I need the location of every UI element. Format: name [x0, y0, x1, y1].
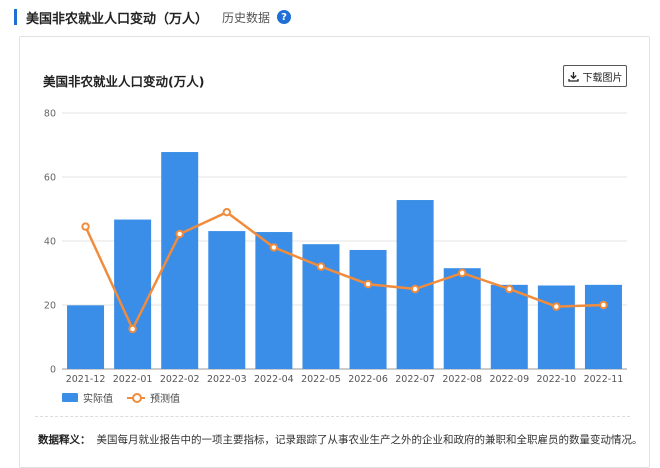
chart-plot: 0 20 40 60 80 2021-12 2022-01 2022-02 2022-03 202…: [44, 109, 627, 385]
help-icon[interactable]: ?: [277, 10, 292, 24]
forecast-point[interactable]: [599, 300, 608, 310]
bar-actual[interactable]: [67, 305, 105, 369]
x-tick-label: 2022-04: [254, 374, 294, 385]
definition-text: 美国每月就业报告中的一项主要指标，记录跟踪了从事农业生产之外的企业和政府的兼职和…: [96, 434, 643, 446]
bar-actual[interactable]: [255, 232, 293, 369]
legend-swatch-actual: [62, 393, 78, 402]
bar-actual[interactable]: [490, 284, 528, 369]
bar-actual[interactable]: [208, 231, 246, 369]
x-tick-label: 2022-02: [160, 374, 200, 385]
legend-item-actual[interactable]: 实际值: [62, 390, 113, 405]
bar-actual[interactable]: [443, 268, 481, 369]
legend-label-actual: 实际值: [83, 394, 113, 405]
section-title: 美国非农就业人口变动（万人）: [26, 11, 209, 27]
forecast-point[interactable]: [316, 262, 326, 271]
download-icon: [567, 71, 579, 82]
y-tick-label: 0: [50, 365, 56, 376]
x-tick-label: 2022-11: [584, 374, 624, 385]
forecast-point[interactable]: [175, 229, 184, 239]
legend-swatch-forecast: [127, 393, 145, 403]
section-header: 美国非农就业人口变动（万人） 历史数据 ?: [14, 6, 292, 28]
forecast-point[interactable]: [458, 268, 467, 278]
x-tick-label: 2022-09: [489, 374, 529, 385]
x-tick-label: 2022-08: [442, 374, 482, 385]
forecast-point[interactable]: [269, 243, 279, 252]
divider: [35, 416, 630, 417]
bar-actual[interactable]: [114, 219, 152, 369]
y-tick-label: 40: [44, 237, 56, 248]
y-tick-label: 60: [44, 173, 56, 184]
history-data-link[interactable]: 历史数据: [222, 10, 271, 25]
forecast-line: [84, 210, 604, 331]
bar-actual[interactable]: [349, 249, 387, 369]
download-label: 下载图片: [582, 72, 623, 84]
forecast-point[interactable]: [363, 280, 373, 289]
legend-item-forecast[interactable]: 预测值: [127, 390, 180, 405]
x-tick-label: 2021-12: [66, 374, 106, 385]
x-tick-label: 2022-01: [113, 374, 153, 385]
forecast-point[interactable]: [128, 324, 137, 334]
download-image-button[interactable]: 下载图片: [563, 65, 627, 87]
chart-legend: 实际值 预测值: [62, 390, 194, 405]
x-tick-label: 2022-03: [207, 374, 247, 385]
accent-bar: [14, 9, 17, 25]
x-tick-label: 2022-10: [537, 374, 577, 385]
definition-label: 数据释义：: [38, 434, 91, 446]
data-definition: 数据释义： 美国每月就业报告中的一项主要指标，记录跟踪了从事农业生产之外的企业和政…: [38, 432, 643, 447]
forecast-point[interactable]: [222, 208, 231, 217]
forecast-point[interactable]: [552, 302, 561, 311]
forecast-point[interactable]: [410, 284, 420, 294]
x-tick-label: 2022-07: [395, 374, 435, 385]
legend-label-forecast: 预测值: [150, 394, 180, 405]
bar-actual[interactable]: [537, 285, 575, 369]
chart-title: 美国非农就业人口变动(万人): [43, 74, 205, 89]
forecast-point[interactable]: [505, 284, 514, 294]
y-tick-label: 20: [44, 301, 56, 312]
y-tick-label: 80: [44, 109, 56, 120]
x-tick-label: 2022-06: [348, 374, 388, 385]
x-tick-label: 2022-05: [301, 374, 341, 385]
forecast-point[interactable]: [81, 222, 90, 231]
bar-actual[interactable]: [584, 284, 622, 369]
